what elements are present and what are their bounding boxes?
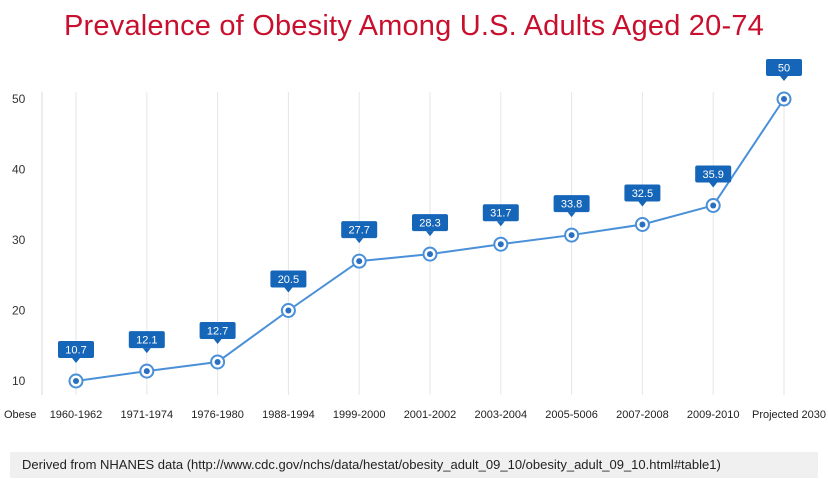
- data-label-pointer: [780, 76, 788, 81]
- y-tick-label: 20: [12, 304, 26, 318]
- data-point-dot: [285, 307, 292, 314]
- data-point-dot: [73, 378, 79, 384]
- data-label-box: [412, 214, 448, 232]
- y-tick-labels: 10 20 30 40 50: [12, 92, 26, 388]
- y-tick-label: 50: [12, 92, 26, 106]
- data-label: 20.5: [270, 270, 307, 293]
- x-tick-label: Projected 2030: [752, 409, 826, 421]
- data-labels: 10.7 12.1 12.7 20.5 27.7 28.3 31.7 33.8 32.5 35.9…: [58, 59, 802, 363]
- data-point-dot: [568, 232, 575, 239]
- data-label: 50: [766, 59, 802, 81]
- data-label-text: 12.7: [207, 325, 228, 337]
- data-label-pointer: [426, 231, 434, 237]
- data-point: [705, 197, 721, 213]
- data-label: 31.7: [482, 204, 519, 227]
- x-tick-label: 2005-5006: [545, 409, 598, 421]
- data-label-text: 33.8: [561, 199, 582, 211]
- data-point-dot: [427, 251, 433, 258]
- data-point: [68, 373, 84, 389]
- data-point-dot: [214, 358, 221, 365]
- data-label: 35.9: [695, 165, 732, 188]
- data-point: [776, 91, 792, 107]
- x-tick-label: 1988-1994: [262, 409, 315, 421]
- data-label-box: [553, 195, 590, 213]
- data-label-pointer: [284, 287, 293, 293]
- data-label-box: [199, 321, 236, 339]
- data-label-box: [482, 204, 519, 222]
- data-point-dot: [639, 221, 646, 228]
- data-point-dot: [710, 202, 717, 209]
- data-label-box: [58, 341, 94, 358]
- y-tick-label: 10: [12, 374, 26, 388]
- data-point-dot: [356, 258, 363, 265]
- data-point: [351, 253, 367, 269]
- data-label-text: 35.9: [702, 169, 723, 181]
- data-label: 27.7: [341, 221, 378, 244]
- data-label-box: [624, 184, 661, 202]
- grid: [41, 92, 785, 395]
- data-point: [634, 216, 650, 232]
- x-tick-label: 2009-2010: [687, 409, 740, 421]
- data-label-text: 27.7: [348, 225, 369, 237]
- data-label-box: [695, 165, 732, 183]
- x-tick-label: 2007-2008: [616, 409, 669, 421]
- data-label: 10.7: [58, 341, 94, 363]
- data-label-box: [128, 331, 165, 349]
- source-footer: Derived from NHANES data (http://www.cdc…: [10, 452, 818, 478]
- x-tick-label: 1976-1980: [191, 409, 244, 421]
- data-label-box: [766, 59, 802, 76]
- x-tick-label: 1960-1962: [50, 409, 103, 421]
- data-label-pointer: [567, 212, 576, 218]
- data-points: [68, 91, 792, 389]
- data-label: 12.1: [128, 331, 165, 354]
- data-label-text: 12.1: [136, 335, 157, 347]
- data-point: [564, 227, 580, 243]
- x-tick-label: 1971-1974: [120, 409, 173, 421]
- data-label-box: [270, 270, 307, 288]
- x-tick-label: 1999-2000: [333, 409, 386, 421]
- x-tick-label: 2001-2002: [404, 409, 457, 421]
- data-label-pointer: [709, 182, 718, 188]
- chart-title: Prevalence of Obesity Among U.S. Adults …: [64, 10, 764, 42]
- data-label: 32.5: [624, 184, 661, 207]
- data-label-text: 50: [778, 63, 790, 75]
- data-label-text: 20.5: [278, 274, 299, 286]
- data-label: 28.3: [412, 214, 448, 237]
- data-label-pointer: [142, 348, 151, 354]
- data-label-pointer: [213, 338, 222, 344]
- data-point-dot: [781, 96, 787, 102]
- data-point: [422, 246, 438, 262]
- data-label-box: [341, 221, 378, 239]
- x-tick-labels: Obese 1960-1962 1971-1974 1976-1980 1988-199…: [4, 409, 826, 421]
- data-label-text: 32.5: [632, 188, 653, 200]
- x-axis-prefix-label: Obese: [4, 409, 36, 421]
- data-point: [493, 236, 509, 252]
- data-label-text: 28.3: [419, 218, 440, 230]
- data-label-pointer: [72, 358, 80, 363]
- data-label-pointer: [355, 238, 364, 244]
- line-chart: 10 20 30 40 50 Obese 1960-1962 1971-1974 1976-1…: [4, 59, 826, 421]
- y-tick-label: 30: [12, 233, 26, 247]
- data-label-pointer: [638, 201, 647, 207]
- data-label-pointer: [496, 221, 505, 227]
- data-label-text: 31.7: [490, 208, 511, 220]
- x-tick-label: 2003-2004: [474, 409, 527, 421]
- data-point: [210, 354, 226, 370]
- data-point: [280, 303, 296, 318]
- data-point: [139, 363, 155, 379]
- data-label: 12.7: [199, 321, 236, 344]
- data-label-text: 10.7: [65, 345, 86, 357]
- y-tick-label: 40: [12, 163, 26, 177]
- data-label: 33.8: [553, 195, 590, 218]
- data-point-dot: [497, 241, 504, 248]
- data-point-dot: [143, 368, 150, 375]
